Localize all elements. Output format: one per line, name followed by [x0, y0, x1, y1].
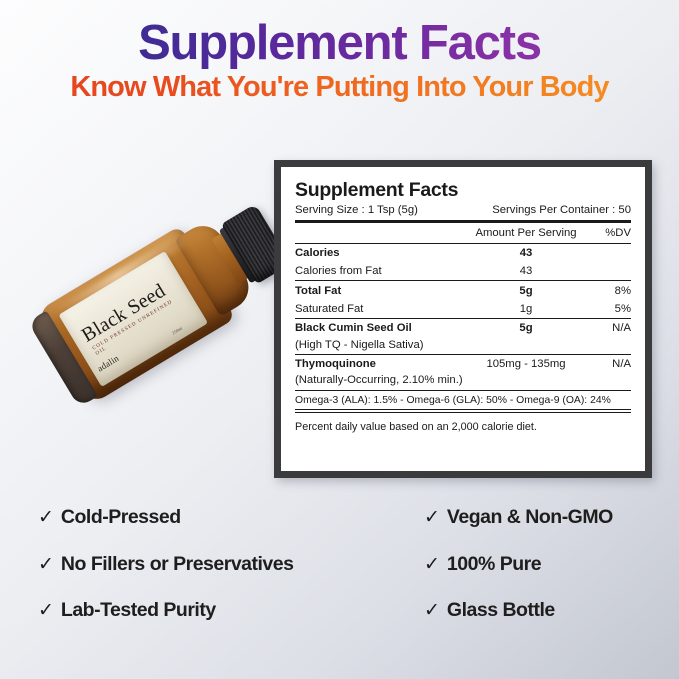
row-label: Black Cumin Seed Oil: [295, 322, 412, 335]
facts-table: Amount Per Serving %DV Calories 43 Calor…: [295, 223, 631, 389]
list-item: ✓ No Fillers or Preservatives: [38, 552, 358, 575]
row-label: (High TQ - Nigella Sativa): [295, 337, 467, 355]
row-label: Calories: [295, 246, 340, 259]
table-row: Saturated Fat 1g 5%: [295, 299, 631, 320]
feature-label: Cold-Pressed: [60, 506, 181, 528]
servings-per-container: Servings Per Container : 50: [492, 204, 631, 217]
omega-profile-line: Omega-3 (ALA): 1.5% - Omega-6 (GLA): 50%…: [295, 394, 611, 406]
row-amount: 43: [467, 262, 585, 282]
list-item: ✓ Vegan & Non-GMO: [424, 506, 679, 529]
row-label: Calories from Fat: [295, 262, 467, 282]
list-item: ✓ Glass Bottle: [424, 599, 679, 622]
label-brand-name: adalin: [95, 353, 121, 374]
feature-column-right: ✓ Vegan & Non-GMO ✓ 100% Pure ✓ Glass Bo…: [424, 506, 679, 648]
row-amount: 5g: [519, 322, 533, 335]
supplement-facts-title: Supplement Facts: [295, 179, 459, 201]
daily-value-footnote: Percent daily value based on an 2,000 ca…: [295, 421, 537, 434]
divider-above-omega: [295, 389, 631, 392]
row-amount: 105mg - 135mg: [486, 358, 566, 371]
row-amount: 1g: [467, 299, 585, 320]
row-dv: 5%: [585, 299, 631, 320]
facts-table-header-row: Amount Per Serving %DV: [295, 223, 631, 244]
row-dv: 8%: [614, 284, 631, 297]
row-dv: [585, 262, 631, 282]
row-dv: N/A: [612, 358, 631, 371]
feature-label: Glass Bottle: [446, 599, 555, 621]
header-blank-cell: [295, 223, 467, 244]
row-label: Saturated Fat: [295, 299, 467, 320]
table-row: Thymoquinone 105mg - 135mg N/A: [295, 354, 631, 373]
check-icon: ✓: [424, 553, 440, 575]
feature-label: No Fillers or Preservatives: [60, 552, 294, 575]
row-dv: N/A: [612, 322, 631, 335]
table-row: Total Fat 5g 8%: [295, 281, 631, 300]
feature-label: Vegan & Non-GMO: [446, 506, 613, 528]
serving-size: Serving Size : 1 Tsp (5g): [295, 204, 418, 217]
serving-info-row: Serving Size : 1 Tsp (5g) Servings Per C…: [295, 204, 631, 219]
table-row: Calories 43: [295, 243, 631, 262]
supplement-facts-inner: Supplement Facts Serving Size : 1 Tsp (5…: [281, 167, 645, 471]
feature-label: 100% Pure: [446, 552, 542, 575]
supplement-facts-panel: Supplement Facts Serving Size : 1 Tsp (5…: [274, 160, 652, 478]
header: Supplement Facts Know What You're Puttin…: [0, 18, 679, 103]
row-label: (Naturally-Occurring, 2.10% min.): [295, 374, 463, 387]
page-subtitle: Know What You're Putting Into Your Body: [0, 71, 679, 103]
list-item: ✓ Lab-Tested Purity: [38, 599, 358, 622]
check-icon: ✓: [38, 600, 54, 622]
label-volume: 250ml: [170, 325, 184, 336]
check-icon: ✓: [424, 507, 440, 529]
table-row: (Naturally-Occurring, 2.10% min.): [295, 373, 631, 389]
facts-table-body: Amount Per Serving %DV Calories 43 Calor…: [295, 223, 631, 389]
table-row: Calories from Fat 43: [295, 262, 631, 282]
row-dv: [585, 243, 631, 262]
table-row: Black Cumin Seed Oil 5g N/A: [295, 319, 631, 338]
divider-thick-top: [295, 220, 631, 224]
page-title: Supplement Facts: [0, 18, 679, 69]
list-item: ✓ Cold-Pressed: [38, 506, 358, 529]
feature-label: Lab-Tested Purity: [60, 599, 216, 621]
divider-below-omega: [295, 409, 631, 414]
list-item: ✓ 100% Pure: [424, 552, 679, 575]
row-amount: 43: [519, 246, 533, 259]
header-percent-dv: %DV: [585, 223, 631, 244]
check-icon: ✓: [38, 553, 54, 575]
feature-column-left: ✓ Cold-Pressed ✓ No Fillers or Preservat…: [38, 506, 358, 648]
check-icon: ✓: [38, 507, 54, 529]
row-amount: 5g: [519, 284, 533, 297]
header-amount-per-serving: Amount Per Serving: [467, 223, 585, 244]
row-label: Thymoquinone: [295, 358, 376, 371]
row-dv: [585, 337, 631, 355]
check-icon: ✓: [424, 600, 440, 622]
row-label: Total Fat: [295, 284, 342, 297]
table-row: (High TQ - Nigella Sativa): [295, 337, 631, 355]
feature-list: ✓ Cold-Pressed ✓ No Fillers or Preservat…: [0, 506, 679, 668]
row-amount: [467, 373, 585, 389]
row-amount: [467, 337, 585, 355]
product-bottle-image: Black Seed COLD PRESSED UNREFINED OIL ad…: [14, 163, 292, 448]
row-dv: [585, 373, 631, 389]
